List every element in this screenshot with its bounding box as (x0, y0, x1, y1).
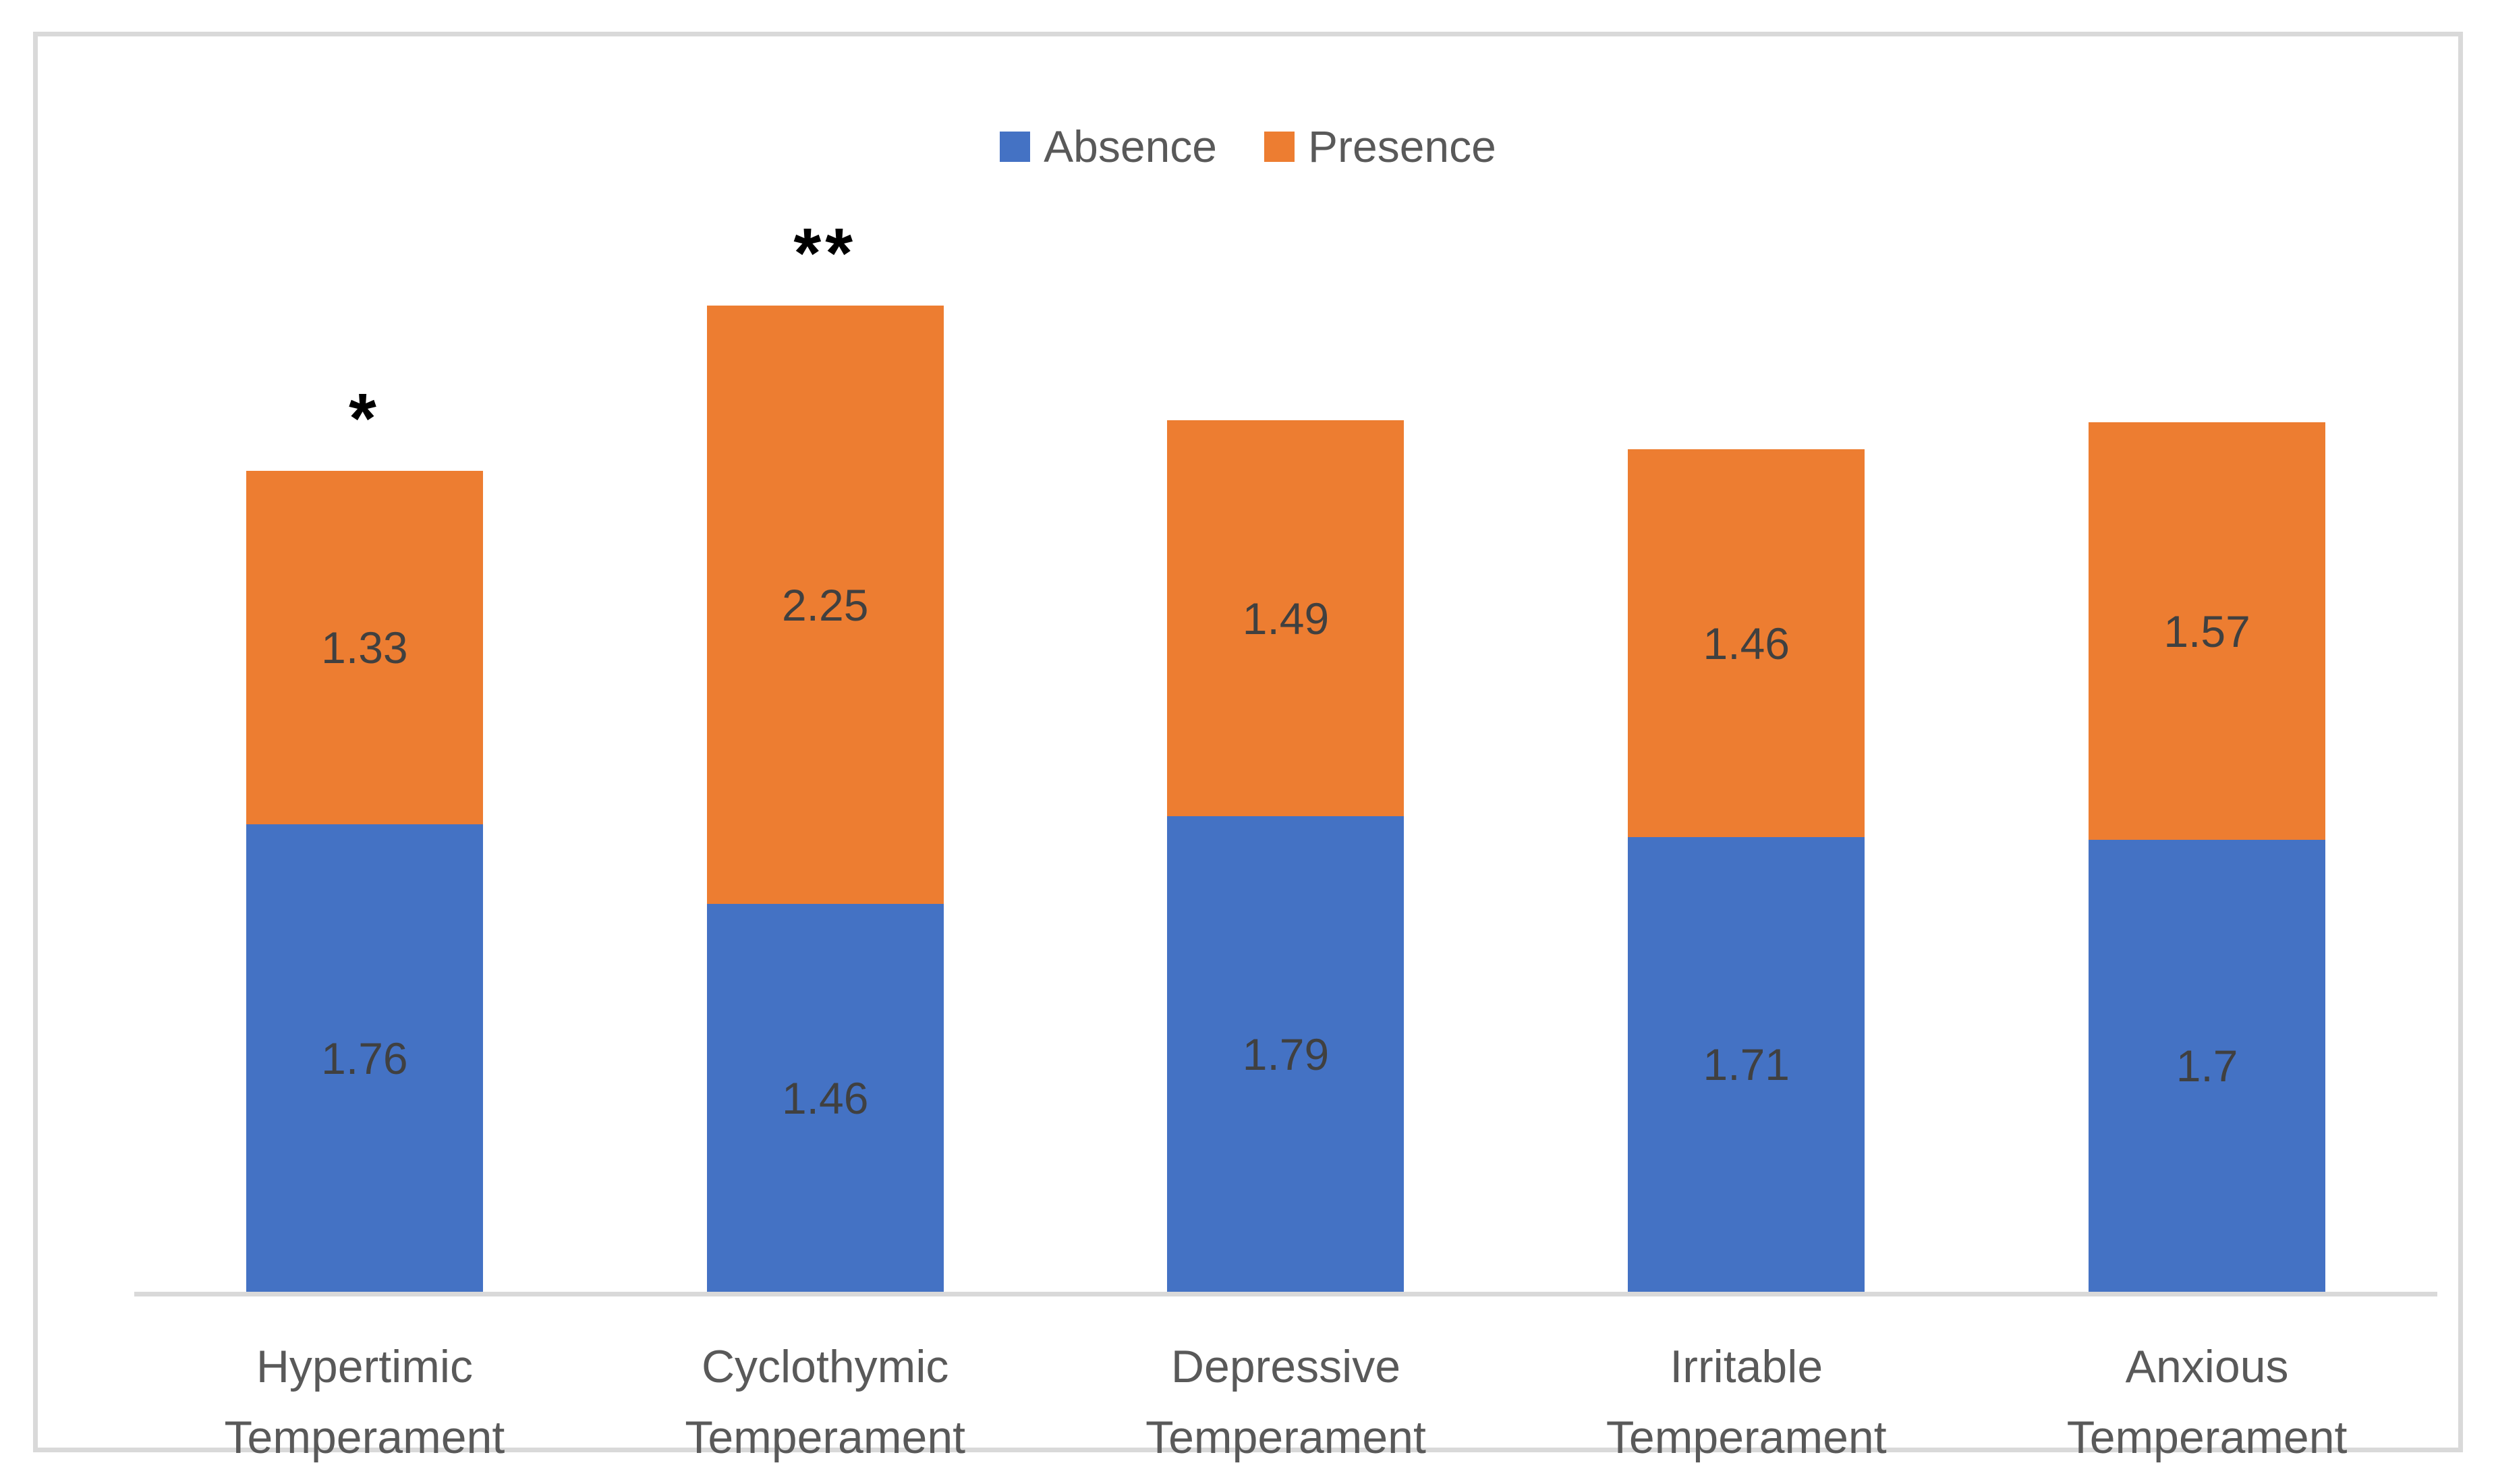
category-label: Depressive Temperament (1056, 1332, 1516, 1473)
category-axis-line (134, 1292, 2437, 1296)
legend-item-presence: Presence (1264, 124, 1496, 169)
bar-slot: 1.57 1.7 (1977, 36, 2437, 1292)
segment-presence: 1.49 (1167, 420, 1405, 816)
plot-area: * 1.33 1.76 ** 2.25 1.46 1.49 1.79 1.46 1.71 1.57 1… (134, 36, 2437, 1292)
segment-absence: 1.71 (1628, 837, 1865, 1292)
segment-presence: 1.57 (2089, 422, 2326, 840)
value-label-presence: 1.57 (2163, 606, 2250, 656)
value-label-presence: 1.49 (1242, 593, 1330, 644)
segment-absence: 1.46 (706, 904, 944, 1292)
category-label-line: Hypertimic (256, 1341, 473, 1392)
value-label-absence: 1.71 (1703, 1039, 1790, 1089)
category-label-line: Temperament (1606, 1412, 1887, 1463)
value-label-absence: 1.46 (781, 1073, 869, 1123)
bar-stack: 1.33 1.76 (246, 471, 483, 1292)
legend: Absence Presence (38, 124, 2458, 169)
category-axis-labels: Hypertimic Temperament Cyclothymic Temperam… (134, 1332, 2437, 1473)
legend-label-presence: Presence (1308, 121, 1496, 171)
segment-presence: 1.46 (1628, 449, 1865, 837)
bar-slot: * 1.33 1.76 (134, 36, 595, 1292)
legend-item-absence: Absence (1000, 124, 1217, 169)
value-label-absence: 1.7 (2176, 1041, 2238, 1091)
legend-label-absence: Absence (1044, 121, 1218, 171)
category-label-line: Temperament (1145, 1412, 1426, 1463)
category-label-line: Cyclothymic (701, 1341, 949, 1392)
bar-slot: 1.46 1.71 (1516, 36, 1977, 1292)
category-label-line: Temperament (2066, 1412, 2348, 1463)
bar-stack: 1.49 1.79 (1167, 420, 1405, 1292)
bar-slot: 1.49 1.79 (1056, 36, 1516, 1292)
segment-presence: 2.25 (706, 306, 944, 904)
segment-absence: 1.79 (1167, 816, 1405, 1292)
significance-annotation: ** (793, 214, 857, 293)
value-label-absence: 1.76 (321, 1033, 408, 1083)
significance-annotation: * (348, 379, 380, 458)
value-label-absence: 1.79 (1242, 1029, 1330, 1079)
bar-stack: 1.57 1.7 (2089, 422, 2326, 1292)
chart-frame: Absence Presence * 1.33 1.76 ** 2.25 1.46 1.49… (33, 32, 2463, 1463)
category-label: Cyclothymic Temperament (595, 1332, 1056, 1473)
category-label-line: Anxious (2125, 1341, 2289, 1392)
category-label-line: Depressive (1170, 1341, 1401, 1392)
value-label-presence: 2.25 (781, 579, 869, 630)
bar-stack: 2.25 1.46 (706, 306, 944, 1292)
absence-swatch-icon (1000, 131, 1031, 162)
category-label: Irritable Temperament (1516, 1332, 1977, 1473)
value-label-presence: 1.33 (321, 623, 408, 673)
category-label: Anxious Temperament (1977, 1332, 2437, 1473)
category-label-line: Irritable (1670, 1341, 1823, 1392)
segment-absence: 1.7 (2089, 840, 2326, 1292)
category-label: Hypertimic Temperament (134, 1332, 595, 1473)
value-label-presence: 1.46 (1703, 618, 1790, 668)
segment-presence: 1.33 (246, 471, 483, 824)
category-label-line: Temperament (685, 1412, 966, 1463)
bar-stack: 1.46 1.71 (1628, 449, 1865, 1292)
presence-swatch-icon (1264, 131, 1295, 162)
segment-absence: 1.76 (246, 824, 483, 1292)
category-label-line: Temperament (224, 1412, 505, 1463)
bar-slot: ** 2.25 1.46 (595, 36, 1056, 1292)
